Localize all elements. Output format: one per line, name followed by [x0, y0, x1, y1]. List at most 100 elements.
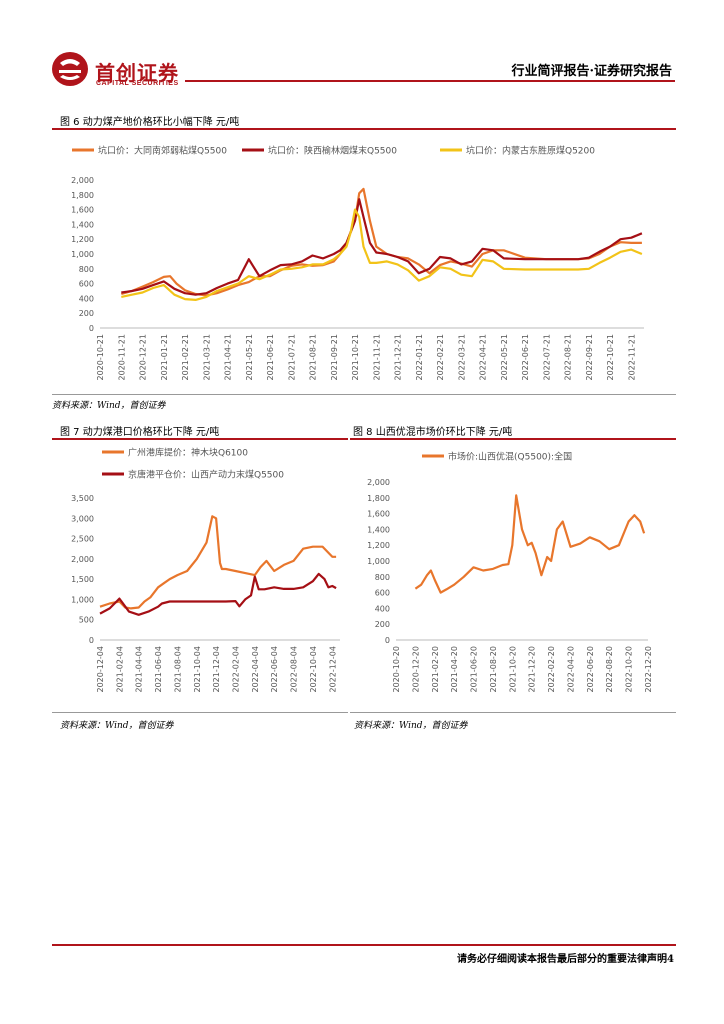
logo-english: CAPITAL SECURITIES: [96, 80, 179, 87]
fig7-chart: 0 500 1,000 1,500 2,000 2,500 3,000 3,500 2020-1…: [71, 447, 340, 693]
fig7-xtick-label: 2022-02-04: [231, 646, 240, 693]
fig8-xtick-label: 2020-10-20: [392, 646, 401, 693]
fig8-series-0-line: [414, 494, 646, 594]
fig6-ytick-label: 2,000: [71, 176, 94, 185]
fig6-source: 资料来源：Wind，首创证券: [52, 401, 166, 411]
fig6-legend-label: 坑口价：大同南郊弱粘煤Q5500: [98, 145, 227, 157]
fig6-ytick-label: 1,800: [71, 191, 94, 200]
fig6-xtick-label: 2021-12-21: [394, 334, 403, 381]
fig6-xtick-label: 2021-01-21: [160, 334, 169, 381]
fig7-ytick-label: 3,500: [71, 494, 94, 503]
fig8-ytick-label: 600: [375, 589, 390, 598]
fig8-legend-label: 市场价:山西优混(Q5500):全国: [448, 451, 572, 463]
fig6-xtick-label: 2022-10-21: [606, 334, 615, 381]
fig7-title: 图 7 动力煤港口价格环比下降 元/吨: [60, 427, 220, 438]
fig7-xtick-label: 2022-08-04: [290, 646, 299, 693]
fig8-chart: 0 200 400 600 800 1,000 1,200 1,400 1,600 1,800 2,…: [367, 451, 653, 693]
fig8-xtick-label: 2022-02-20: [547, 646, 556, 693]
fig7-legend-label: 广州港库提价：神木块Q6100: [128, 447, 248, 459]
fig7-xtick-label: 2020-12-04: [96, 646, 105, 693]
fig6-xtick-label: 2022-09-21: [585, 334, 594, 381]
fig8-xtick-label: 2020-12-20: [411, 646, 420, 693]
fig6-xtick-label: 2020-10-21: [96, 334, 105, 381]
fig8-xtick-label: 2022-12-20: [644, 646, 653, 693]
fig8-xtick-label: 2021-02-20: [431, 646, 440, 693]
fig8-xtick-label: 2021-08-20: [489, 646, 498, 693]
header: 首创证券 CAPITAL SECURITIES 行业简评报告·证券研究报告: [0, 0, 724, 90]
fig6-rule: [52, 128, 676, 130]
fig6-legend-label: 坑口价：内蒙古东胜原煤Q5200: [466, 145, 595, 157]
fig6-xtick-label: 2021-07-21: [287, 334, 296, 381]
fig8-rule: [350, 438, 676, 440]
fig8-ytick-label: 2,000: [367, 478, 390, 487]
fig6-xtick-label: 2020-12-21: [139, 334, 148, 381]
fig7-xtick-label: 2021-02-04: [115, 646, 124, 693]
fig7-ytick-label: 2,500: [71, 535, 94, 544]
fig6-xtick-label: 2022-01-21: [415, 334, 424, 381]
fig8-source: 资料来源：Wind，首创证券: [354, 721, 468, 731]
fig6-series-0-line: [121, 187, 642, 297]
fig6-xtick-label: 2022-04-21: [479, 334, 488, 381]
fig7-xtick-label: 2021-10-04: [193, 646, 202, 693]
fig8-ytick-label: 400: [375, 604, 390, 613]
fig6-series-1-line: [121, 198, 643, 296]
fig6-xtick-label: 2022-07-21: [542, 334, 551, 381]
fig7-series-1-line: [99, 572, 337, 616]
fig6-ytick-label: 1,200: [71, 235, 94, 244]
fig8-xtick-label: 2021-04-20: [450, 646, 459, 693]
fig7-ytick-label: 0: [89, 636, 94, 645]
fig6-xtick-label: 2022-02-21: [436, 334, 445, 381]
fig6-xtick-label: 2021-06-21: [266, 334, 275, 381]
fig6-title: 图 6 动力煤产地价格环比小幅下降 元/吨: [60, 117, 240, 128]
fig8-ytick-label: 1,400: [367, 525, 390, 534]
fig8-ytick-label: 0: [385, 636, 390, 645]
fig8-ytick-label: 200: [375, 620, 390, 629]
fig7-xtick-label: 2022-04-04: [251, 646, 260, 693]
fig6-ytick-label: 400: [79, 294, 94, 303]
fig6-xtick-label: 2021-09-21: [330, 334, 339, 381]
fig7-xtick-label: 2021-12-04: [212, 646, 221, 693]
fig6-xtick-label: 2021-11-21: [372, 334, 381, 381]
fig6-ytick-label: 200: [79, 309, 94, 318]
fig8-xtick-label: 2022-06-20: [586, 646, 595, 693]
fig7-rule: [52, 438, 348, 440]
fig6-xtick-label: 2021-10-21: [351, 334, 360, 381]
fig6-ytick-label: 800: [79, 265, 94, 274]
fig7-bottom-rule: [52, 712, 348, 713]
fig6-ytick-label: 1,600: [71, 206, 94, 215]
fig8-xtick-label: 2021-10-20: [508, 646, 517, 693]
fig8-ytick-label: 1,800: [367, 494, 390, 503]
fig6-ytick-label: 0: [89, 324, 94, 333]
fig7-ytick-label: 3,000: [71, 514, 94, 523]
fig6-xtick-label: 2021-08-21: [309, 334, 318, 381]
fig6-xtick-label: 2022-11-21: [627, 334, 636, 381]
fig8-ytick-label: 1,000: [367, 557, 390, 566]
company-logo-icon: [52, 52, 88, 86]
fig7-ytick-label: 500: [79, 616, 94, 625]
fig6-ytick-label: 1,400: [71, 220, 94, 229]
fig7-xtick-label: 2022-10-04: [309, 646, 318, 693]
footer-rule: [52, 944, 676, 946]
fig7-series-0-line: [99, 515, 337, 610]
fig6-xtick-label: 2022-03-21: [457, 334, 466, 381]
fig8-xtick-label: 2022-10-20: [625, 646, 634, 693]
fig6-xtick-label: 2022-08-21: [564, 334, 573, 381]
fig6-xtick-label: 2021-05-21: [245, 334, 254, 381]
fig8-xtick-label: 2021-12-20: [528, 646, 537, 693]
fig7-ytick-label: 1,500: [71, 575, 94, 584]
fig6-xtick-label: 2021-04-21: [224, 334, 233, 381]
fig6-xtick-label: 2021-02-21: [181, 334, 190, 381]
fig7-ytick-label: 2,000: [71, 555, 94, 564]
header-rule: [185, 80, 675, 82]
footer-disclaimer: 请务必仔细阅读本报告最后部分的重要法律声明4: [457, 954, 674, 965]
fig7-xtick-label: 2022-12-04: [328, 646, 337, 693]
fig6-xtick-label: 2021-03-21: [202, 334, 211, 381]
fig7-xtick-label: 2021-04-04: [135, 646, 144, 693]
fig6-legend-label: 坑口价：陕西榆林烟煤末Q5500: [268, 145, 397, 157]
fig7-legend-label: 京唐港平仓价：山西产动力末煤Q5500: [128, 469, 284, 481]
fig6-chart: 0 200 400 600 800 1,000 1,200 1,400 1,600 1,800 2,…: [71, 145, 644, 381]
fig6-ytick-label: 1,000: [71, 250, 94, 259]
fig8-ytick-label: 1,200: [367, 541, 390, 550]
fig8-xtick-label: 2022-08-20: [605, 646, 614, 693]
fig6-xtick-label: 2022-05-21: [500, 334, 509, 381]
